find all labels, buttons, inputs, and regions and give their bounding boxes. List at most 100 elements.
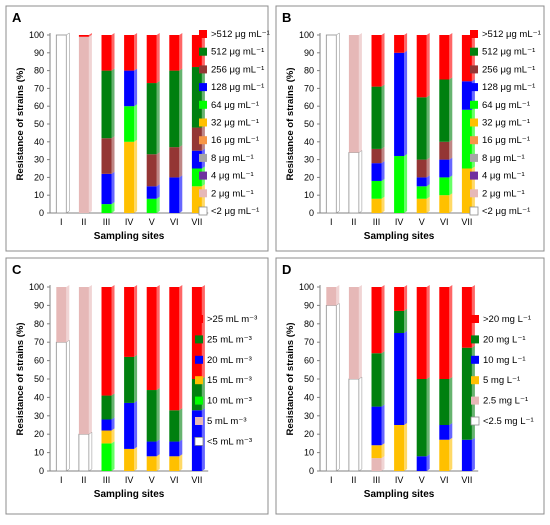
bar-segment <box>169 177 180 213</box>
y-tick-label: 90 <box>34 300 44 310</box>
legend-label: 8 μg mL⁻¹ <box>211 153 254 164</box>
bar-segment <box>124 356 135 403</box>
bar-segment-side <box>449 423 453 440</box>
bar-segment <box>146 287 157 391</box>
y-tick-label: 0 <box>39 208 44 218</box>
bar-segment-side <box>381 161 385 181</box>
y-tick-label: 50 <box>304 119 314 129</box>
bar-segment <box>146 186 157 199</box>
bar-segment <box>169 456 180 471</box>
bar-segment-side <box>404 331 408 425</box>
bar-segment <box>169 70 180 148</box>
bar-segment-side <box>134 139 138 213</box>
bar-segment <box>146 154 157 187</box>
bar-segment <box>416 456 427 471</box>
bar-segment <box>101 287 112 396</box>
bar-segment-side <box>381 196 385 213</box>
bar-segment-side <box>156 81 160 155</box>
y-tick-label: 50 <box>34 374 44 384</box>
bar-segment-side <box>111 136 115 174</box>
bar-segment <box>146 35 157 84</box>
x-tick-label: III <box>373 217 381 227</box>
x-tick-label: V <box>149 217 155 227</box>
bar-segment-side <box>381 351 385 407</box>
bar-segment-side <box>336 285 340 306</box>
legend-label: 32 μg mL⁻¹ <box>482 118 530 129</box>
x-tick-label: VII <box>461 217 472 227</box>
bar-segment <box>101 138 112 174</box>
x-axis-label: Sampling sites <box>364 489 435 500</box>
bar-segment <box>101 443 112 471</box>
bar-segment <box>461 287 472 348</box>
legend-swatch <box>470 136 478 145</box>
bar-segment <box>325 34 337 214</box>
y-tick-label: 70 <box>34 83 44 93</box>
y-tick-label: 20 <box>34 172 44 182</box>
bar-segment-side <box>134 285 138 357</box>
y-tick-label: 30 <box>304 411 314 421</box>
legend-label: 4 μg mL⁻¹ <box>211 171 254 182</box>
bar-segment <box>191 186 202 213</box>
legend-swatch <box>470 189 478 198</box>
bar-segment-side <box>179 285 183 411</box>
bar-segment <box>439 195 450 213</box>
x-axis-label: Sampling sites <box>364 231 435 242</box>
legend-swatch <box>194 436 204 446</box>
y-tick-label: 90 <box>304 300 314 310</box>
legend-label: 2 μg mL⁻¹ <box>211 188 254 199</box>
panel-letter: D <box>282 262 291 277</box>
bar-segment-side <box>179 439 183 457</box>
bar-segment <box>146 198 157 213</box>
y-axis-label: Resistance of strains (%) <box>15 68 26 181</box>
bar-segment-side <box>426 285 430 379</box>
x-axis-label: Sampling sites <box>94 489 165 500</box>
bar-segment <box>371 86 382 149</box>
panel-frame <box>275 5 545 252</box>
y-tick-label: 10 <box>34 190 44 200</box>
y-tick-label: 0 <box>39 466 44 476</box>
bar-segment-side <box>179 145 183 178</box>
bar-segment-side <box>381 285 385 354</box>
panel-C: C 0 10 20 30 40 50 60 70 80 90 100 Resistance of str… <box>5 257 269 515</box>
legend-label: 32 μg mL⁻¹ <box>211 118 259 129</box>
bar-segment <box>169 441 180 457</box>
legend-label: 2.5 mg L⁻¹ <box>483 396 528 407</box>
bar-segment-side <box>426 95 430 160</box>
bar-segment-side <box>156 33 160 84</box>
y-tick-label: 20 <box>34 429 44 439</box>
y-tick-label: 80 <box>34 66 44 76</box>
bar-segment-side <box>404 285 408 311</box>
legend-label: 15 mL m⁻³ <box>207 375 252 386</box>
legend-label: 128 μg mL⁻¹ <box>211 82 264 93</box>
bar-segment-side <box>449 77 453 142</box>
bar-segment-side <box>358 33 362 153</box>
x-tick-label: V <box>149 475 155 485</box>
bar-segment <box>416 159 427 178</box>
legend-label: 64 μg mL⁻¹ <box>211 100 259 111</box>
bar-segment <box>124 35 135 71</box>
bar-segment <box>416 198 427 213</box>
bar-segment-side <box>134 446 138 471</box>
bar-segment <box>169 287 180 411</box>
legend-label: 2 μg mL⁻¹ <box>482 188 525 199</box>
bar-segment <box>124 70 135 107</box>
legend-label: 256 μg mL⁻¹ <box>211 64 264 75</box>
y-tick-label: 20 <box>304 429 314 439</box>
legend-label: 16 μg mL⁻¹ <box>482 135 530 146</box>
y-axis-label: Resistance of strains (%) <box>15 323 26 436</box>
x-tick-label: VI <box>170 475 179 485</box>
panel-A: A 0 10 20 30 40 50 60 70 80 90 100 Resistance of str… <box>5 5 270 252</box>
y-tick-label: 60 <box>34 101 44 111</box>
x-tick-label: VII <box>191 475 202 485</box>
bar-segment <box>191 35 202 68</box>
bar-segment-side <box>426 454 430 471</box>
y-tick-label: 10 <box>34 448 44 458</box>
bar-segment-side <box>201 285 205 379</box>
bar-segment <box>56 287 67 343</box>
bar-segment <box>124 402 135 449</box>
bar-segment <box>371 287 382 354</box>
bar-segment <box>439 379 450 425</box>
bar-segment-side <box>66 285 70 343</box>
bar-segment-side <box>404 308 408 333</box>
x-tick-label: I <box>330 217 333 227</box>
